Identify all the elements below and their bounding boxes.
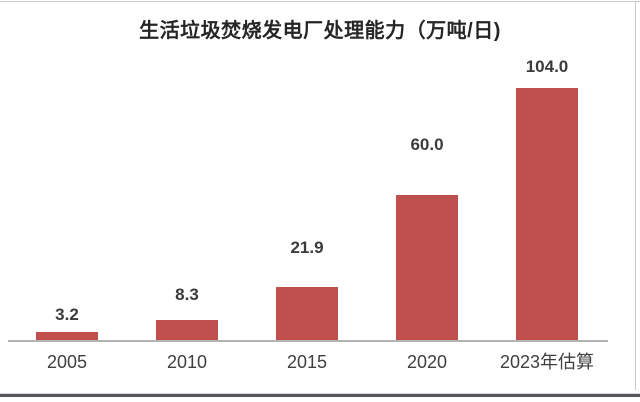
value-label-2023年估算: 104.0 — [525, 57, 569, 76]
bar-2015 — [276, 287, 338, 340]
bottom-border — [0, 394, 640, 397]
panel-right-border — [635, 1, 636, 390]
category-label-2020: 2020 — [406, 352, 448, 372]
value-label-2015: 21.9 — [290, 238, 324, 257]
chart-title: 生活垃圾焚烧发电厂处理能力（万吨/日) — [139, 20, 501, 42]
value-label-2010: 8.3 — [175, 285, 199, 304]
panel-top-border — [0, 1, 640, 2]
bottom-border-highlight — [0, 393, 640, 394]
bar-2010 — [156, 320, 218, 340]
category-label-2005: 2005 — [46, 352, 88, 372]
value-label-2020: 60.0 — [410, 135, 444, 154]
category-label-2023年估算: 2023年估算 — [499, 352, 595, 372]
bar-2020 — [396, 195, 458, 340]
x-axis-line — [8, 340, 608, 342]
value-label-2005: 3.2 — [55, 305, 79, 324]
category-label-2010: 2010 — [166, 352, 208, 372]
bar-2023年估算 — [516, 88, 578, 340]
bar-2005 — [36, 332, 98, 340]
category-label-2015: 2015 — [286, 352, 328, 372]
